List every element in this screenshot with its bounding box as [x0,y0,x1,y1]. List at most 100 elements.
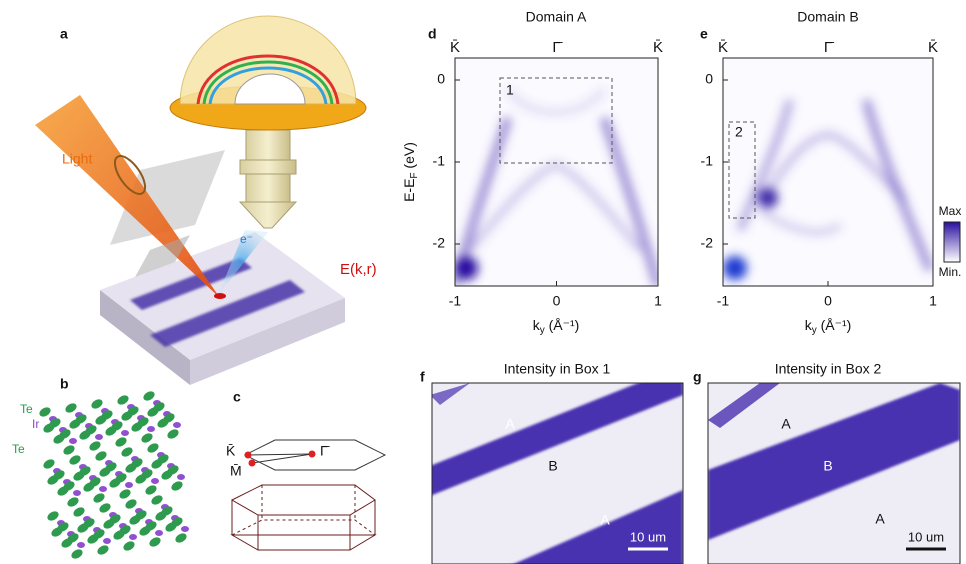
ir-atom [103,538,111,544]
te-atom [92,492,106,505]
panel-label: b [60,376,69,392]
domain-label: A [600,512,610,528]
atom-label: Te [12,442,25,456]
te-atom [124,498,138,511]
scale-label: 10 um [630,529,666,544]
figure: a Light e⁻ E(k,r) b Te Ir Te c K̄ M̄ Γ̄ … [0,0,966,564]
panel-label: c [233,389,241,405]
te-atom [94,450,108,463]
x-tick-label: 0 [553,293,561,309]
ir-atom [99,486,107,492]
x-tick-label: 1 [654,293,662,309]
spot [214,293,226,299]
panel-label: e [700,26,708,42]
x-axis-label: ky (Å⁻¹) [533,317,580,336]
panel-label: d [428,26,437,42]
panel-label: g [693,369,702,385]
te-atom [62,444,76,457]
ir-atom [177,474,185,480]
te-atom [70,548,84,561]
domain-label: A [875,511,885,527]
te-atom [146,442,160,455]
te-atom [64,402,78,415]
symmetry-label: K̄ [928,39,938,56]
te-atom [148,536,162,549]
label-main: E-E [401,179,417,202]
te-atom [90,398,104,411]
panel-label: f [420,369,425,385]
te-atom [66,496,80,509]
panel-title: Intensity in Box 2 [775,361,882,377]
x-tick-label: -1 [717,293,730,309]
label-unit: (Å⁻¹) [817,317,852,333]
box-label: 2 [735,124,743,140]
box-label: 1 [506,82,514,98]
y-tick-label: -1 [701,153,714,169]
te-atom [150,494,164,507]
symmetry-label: Γ̄ [552,39,562,56]
te-atom [46,510,60,523]
ir-atom [173,422,181,428]
colorbar [944,222,960,262]
panel-g: g Intensity in Box 2 A B A 10 um [693,361,960,564]
x-tick-label: 1 [929,293,937,309]
path [248,454,312,455]
symmetry-label: K̄ [450,39,460,56]
y-tick-label: 0 [437,71,445,87]
domain-label: A [505,416,515,432]
panel-a: a Light e⁻ E(k,r) [35,16,377,385]
te-atom [122,540,136,553]
te-atom [116,394,130,407]
ir-atom [147,426,155,432]
y-tick-label: -1 [433,153,446,169]
symmetry-label: K̄ [653,39,663,56]
x-tick-label: 0 [824,293,832,309]
panel-title: Intensity in Box 1 [504,361,611,377]
symmetry-label: K̄ [718,39,728,56]
ir-atom [95,434,103,440]
electron-label: e⁻ [240,232,253,246]
atom-label: Ir [32,417,39,431]
te-atom [140,432,154,445]
energy-label: E(k,r) [340,261,377,278]
te-atom [72,506,86,519]
te-atom [38,406,52,419]
y-tick-label: -2 [433,235,446,251]
lens-tip [240,202,296,228]
brillouin-3d [232,485,375,550]
domain-label: B [548,458,557,474]
column-ring [240,160,296,174]
m-point [249,460,256,467]
x-tick-label: -1 [449,293,462,309]
x-axis-label: ky (Å⁻¹) [805,317,852,336]
te-atom [120,446,134,459]
scale-label: 10 um [908,529,944,544]
point-label: K̄ [226,443,236,459]
k-point [245,452,252,459]
te-atom [88,440,102,453]
ir-atom [69,438,77,444]
panel-label: a [60,26,68,42]
point-label: Γ̄ [320,443,330,459]
arpes-map [723,58,933,286]
te-atom [144,484,158,497]
te-atom [174,532,188,545]
light-label: Light [62,151,92,167]
ir-atom [151,478,159,484]
te-atom [42,458,56,471]
label-unit: (eV) [401,142,417,172]
te-atom [114,436,128,449]
label-unit: (Å⁻¹) [545,317,580,333]
ir-atom [121,430,129,436]
symmetry-label: Γ̄ [824,39,834,56]
ir-atom [181,526,189,532]
domain-label: A [781,416,791,432]
ir-atom [73,490,81,496]
te-atom [96,544,110,557]
panel-b: b Te Ir Te [12,376,189,561]
te-atom [166,428,180,441]
y-tick-label: 0 [705,71,713,87]
te-atom [68,454,82,467]
panel-f: f Intensity in Box 1 A B A 10 um [420,361,683,564]
